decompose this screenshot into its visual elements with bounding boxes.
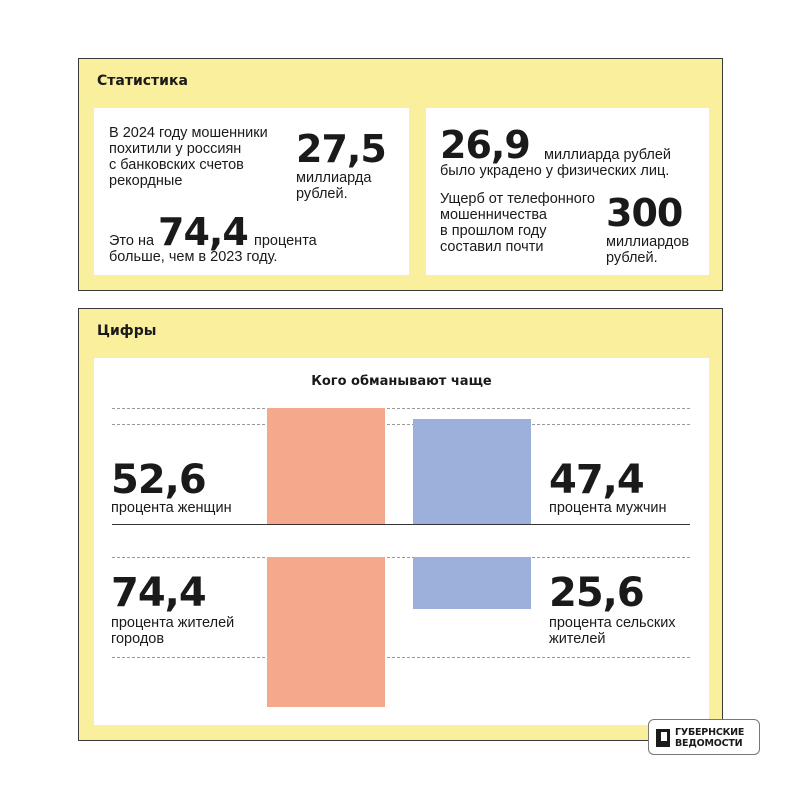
logo-text: ГУБЕРНСКИЕ ВЕДОМОСТИ (675, 727, 745, 749)
phone-fraud-text: Ущерб от телефонного мошенничества в про… (440, 191, 595, 255)
growth-line: больше, чем в 2023 году. (109, 249, 278, 265)
rural-value: 25,6 (549, 570, 645, 616)
city-value: 74,4 (111, 570, 207, 616)
rural-label: процента сельских жителей (549, 615, 676, 647)
city-label: процента жителей городов (111, 615, 235, 647)
bar-men (413, 419, 531, 524)
bank-theft-text: В 2024 году мошенники похитили у россиян… (109, 125, 268, 189)
individuals-value: 26,9 (440, 123, 531, 167)
chart-card: Кого обманывают чаще 52,6 процента женщи… (94, 358, 709, 725)
men-value: 47,4 (549, 457, 645, 503)
stats-panel: Статистика В 2024 году мошенники похитил… (78, 58, 723, 291)
baseline (112, 524, 690, 525)
stats-card-phone: 26,9 миллиарда рублей было украдено у фи… (426, 108, 709, 275)
grid-line (112, 424, 690, 425)
bar-rural (413, 557, 531, 609)
bar-women (267, 408, 385, 524)
grid-line (112, 557, 690, 558)
figures-title: Цифры (97, 323, 157, 339)
stats-title: Статистика (97, 73, 188, 89)
grid-line (112, 408, 690, 409)
women-value: 52,6 (111, 457, 207, 503)
grid-line (112, 657, 690, 658)
men-label: процента мужчин (549, 500, 667, 516)
bank-theft-value: 27,5 (296, 127, 387, 171)
growth-prefix: Это на (109, 233, 155, 249)
women-label: процента женщин (111, 500, 232, 516)
publisher-logo: ГУБЕРНСКИЕ ВЕДОМОСТИ (648, 719, 760, 755)
figures-panel: Цифры Кого обманывают чаще 52,6 процента… (78, 308, 723, 741)
logo-icon (656, 729, 670, 747)
phone-fraud-value: 300 (606, 191, 683, 235)
chart-title: Кого обманывают чаще (311, 374, 492, 389)
stats-card-bank: В 2024 году мошенники похитили у россиян… (94, 108, 409, 275)
individuals-line: было украдено у физических лиц. (440, 163, 670, 179)
bank-theft-unit: миллиарда рублей. (296, 170, 372, 202)
phone-fraud-unit: миллиардов рублей. (606, 234, 690, 266)
growth-value: 74,4 (158, 210, 249, 254)
individuals-suffix: миллиарда рублей (544, 147, 672, 163)
bar-city (267, 557, 385, 707)
growth-suffix: процента (254, 233, 317, 249)
